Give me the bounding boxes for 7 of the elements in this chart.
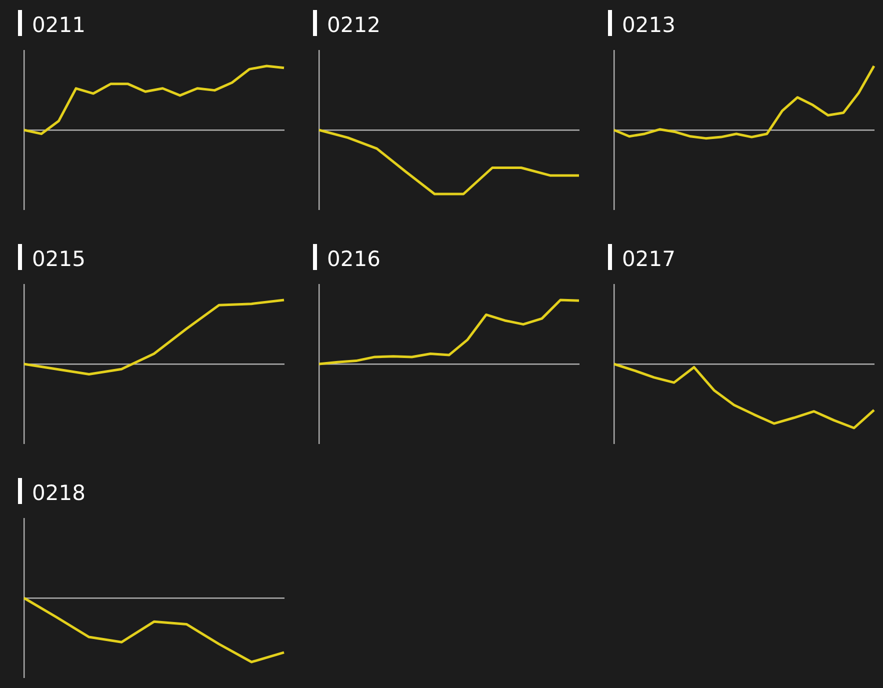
chart-title: 0216 — [327, 246, 380, 273]
chart-title: 0213 — [622, 12, 676, 39]
chart-title: 0215 — [32, 246, 86, 273]
chart-title: 0217 — [622, 246, 676, 273]
chart-title: 0212 — [327, 12, 380, 39]
chart-title: 0218 — [32, 480, 86, 507]
chart-title: 0211 — [32, 12, 86, 39]
